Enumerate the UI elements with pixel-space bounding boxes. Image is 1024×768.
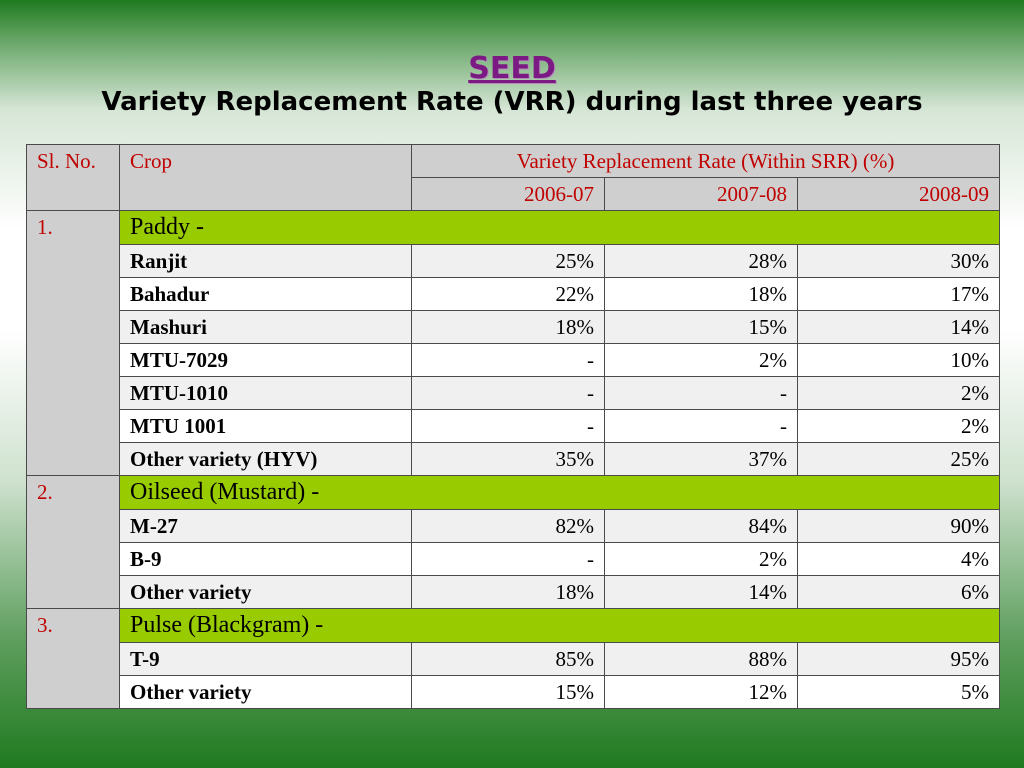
rate-cell: 6% <box>796 575 1001 609</box>
crop-name-cell: MTU-1010 <box>119 376 412 410</box>
serial-number: 2. <box>26 475 120 609</box>
table-row: MTU-7029-2% 10% <box>27 343 1001 377</box>
rate-cell: 18% <box>411 575 605 609</box>
rate-cell: 15% <box>604 310 798 344</box>
rate-cell: 10% <box>796 343 1001 377</box>
table-row: M-27 82% 84% 90% <box>27 509 1001 543</box>
crop-name-cell: MTU-7029 <box>119 343 412 377</box>
slide-heading: SEED <box>468 51 556 86</box>
rate-cell: 4% <box>796 542 1001 576</box>
rate-cell: - <box>411 409 605 443</box>
rate-cell: 18% <box>411 310 605 344</box>
vrr-table: Sl. No. Crop Variety Replacement Rate (W… <box>26 144 1001 709</box>
rate-cell: 5% <box>796 675 1001 709</box>
slide-header: SEED Variety Replacement Rate (VRR) duri… <box>0 50 1024 118</box>
crop-name-cell: Bahadur <box>119 277 412 311</box>
rate-cell: 25% <box>796 442 1001 476</box>
crop-name-cell: T-9 <box>119 642 412 676</box>
rate-cell: - <box>411 542 605 576</box>
vrr-table-body: Sl. No. Crop Variety Replacement Rate (W… <box>26 144 1001 709</box>
rate-cell: 95% <box>796 642 1001 676</box>
rate-cell: 15% <box>411 675 605 709</box>
crop-name-cell: Other variety (HYV) <box>119 442 412 476</box>
rate-cell: 37% <box>604 442 798 476</box>
table-row: Mashuri 18% 15% 14% <box>27 310 1001 344</box>
group-row: 2. Oilseed (Mustard) - <box>26 475 1001 609</box>
rate-cell: 22% <box>411 277 605 311</box>
table-row: MTU-1010- -2% <box>27 376 1001 410</box>
rate-cell: 28% <box>604 244 798 278</box>
rate-cell: 12% <box>604 675 798 709</box>
crop-header: Crop <box>119 144 412 211</box>
rate-cell: - <box>604 376 798 410</box>
crop-name-cell: Ranjit <box>119 244 412 278</box>
year-header: 2008-09 <box>796 177 1001 211</box>
group-label: Oilseed (Mustard) - <box>118 475 1001 510</box>
rate-cell: 2% <box>604 542 798 576</box>
group-row: 1. Paddy - <box>26 210 1001 476</box>
slide-title: Variety Replacement Rate (VRR) during la… <box>101 87 923 117</box>
rate-cell: 30% <box>796 244 1001 278</box>
rate-cell: - <box>411 343 605 377</box>
serial-number: 3. <box>26 608 120 709</box>
sl-no-header: Sl. No. <box>26 144 120 211</box>
rate-cell: 18% <box>604 277 798 311</box>
year-header-row: 2006-07 2007-08 2008-09 <box>27 177 1001 211</box>
rate-header: Variety Replacement Rate (Within SRR) (%… <box>410 144 1001 178</box>
rate-cell: 2% <box>796 376 1001 410</box>
table-row: Other variety 15% 12% 5% <box>27 675 1001 709</box>
group-label: Pulse (Blackgram) - <box>118 608 1001 643</box>
table-row: Bahadur 22% 18% 17% <box>27 277 1001 311</box>
rate-cell: 14% <box>604 575 798 609</box>
crop-name-cell: Other variety <box>119 675 412 709</box>
table-row: Other variety (HYV) 35% 37% 25% <box>27 442 1001 476</box>
rate-cell: 90% <box>796 509 1001 543</box>
group-row: 3. Pulse (Blackgram) - <box>26 608 1001 709</box>
table-row: Other variety 18% 14% 6% <box>27 575 1001 609</box>
rate-cell: 2% <box>604 343 798 377</box>
rate-cell: 35% <box>411 442 605 476</box>
table-row: T-9 85% 88% 95% <box>27 642 1001 676</box>
rate-cell: 17% <box>796 277 1001 311</box>
crop-name-cell: Mashuri <box>119 310 412 344</box>
crop-name-cell: MTU 1001 <box>119 409 412 443</box>
table-row: B-9-2% 4% <box>27 542 1001 576</box>
table-row: Ranjit 25% 28% 30% <box>27 244 1001 278</box>
crop-name-cell: M-27 <box>119 509 412 543</box>
rate-cell: 85% <box>411 642 605 676</box>
rate-cell: - <box>604 409 798 443</box>
crop-name-cell: Other variety <box>119 575 412 609</box>
rate-cell: - <box>411 376 605 410</box>
table-row: MTU 1001- -2% <box>27 409 1001 443</box>
rate-cell: 82% <box>411 509 605 543</box>
header-row: Sl. No. Crop Variety Replacement Rate (W… <box>26 144 1001 211</box>
serial-number: 1. <box>26 210 120 476</box>
group-label: Paddy - <box>118 210 1001 245</box>
rate-cell: 14% <box>796 310 1001 344</box>
year-header: 2007-08 <box>604 177 798 211</box>
rate-cell: 25% <box>411 244 605 278</box>
rate-cell: 84% <box>604 509 798 543</box>
rate-cell: 88% <box>604 642 798 676</box>
year-header: 2006-07 <box>411 177 605 211</box>
rate-cell: 2% <box>796 409 1001 443</box>
crop-name-cell: B-9 <box>119 542 412 576</box>
